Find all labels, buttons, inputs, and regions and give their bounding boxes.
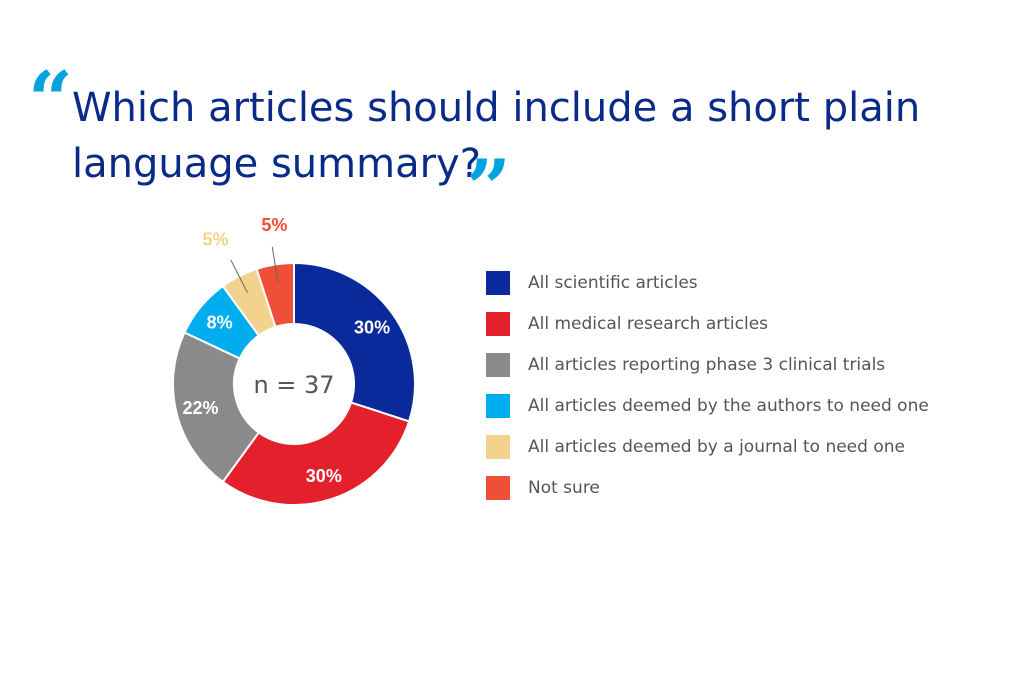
center-label: n = 37 (253, 371, 334, 399)
chart-legend: All scientific articles All medical resea… (486, 262, 929, 508)
legend-item-all-medical-research-articles: All medical research articles (486, 303, 929, 344)
legend-label: All articles deemed by the authors to ne… (528, 395, 929, 416)
legend-item-all-articles-deemed-by-a-journal-to-need-one: All articles deemed by a journal to need… (486, 426, 929, 467)
legend-label: All scientific articles (528, 272, 698, 293)
slice-label-all-articles-reporting-phase-3-clinical-trials: 22% (183, 398, 219, 418)
close-quote-mark: ” (466, 143, 511, 234)
slice-label-all-medical-research-articles: 30% (306, 466, 342, 486)
legend-swatch (486, 352, 510, 377)
legend-swatch (486, 270, 510, 295)
chart-title: Which articles should include a short pl… (72, 85, 921, 187)
donut-slice-all-scientific-articles (293, 261, 416, 423)
donut-slice-all-medical-research-articles (221, 401, 411, 506)
legend-label: All articles deemed by a journal to need… (528, 436, 905, 457)
legend-swatch (486, 311, 510, 336)
donut-slice-not-sure (255, 261, 295, 329)
legend-swatch (486, 434, 510, 459)
legend-item-all-scientific-articles: All scientific articles (486, 262, 929, 303)
legend-label: Not sure (528, 477, 600, 498)
slice-label-all-scientific-articles: 30% (354, 317, 390, 337)
legend-swatch (486, 393, 510, 418)
open-quote-mark: “ (28, 55, 73, 146)
legend-swatch (486, 475, 510, 500)
legend-item-not-sure: Not sure (486, 467, 929, 508)
leader-line-all-articles-deemed-by-a-journal-to-need-one (230, 259, 248, 293)
legend-item-all-articles-deemed-by-the-authors-to-need-one: All articles deemed by the authors to ne… (486, 385, 929, 426)
slice-label-not-sure: 5% (261, 215, 287, 235)
donut-slice-all-articles-reporting-phase-3-clinical-trials (172, 331, 261, 484)
leader-line-not-sure (271, 246, 279, 283)
slice-label-all-articles-deemed-by-the-authors-to-need-one: 8% (207, 312, 233, 332)
legend-label: All medical research articles (528, 313, 769, 334)
legend-label: All articles reporting phase 3 clinical … (528, 354, 886, 375)
slice-label-all-articles-deemed-by-a-journal-to-need-one: 5% (202, 229, 228, 249)
legend-item-all-articles-reporting-phase-3-clinical-trials: All articles reporting phase 3 clinical … (486, 344, 929, 385)
